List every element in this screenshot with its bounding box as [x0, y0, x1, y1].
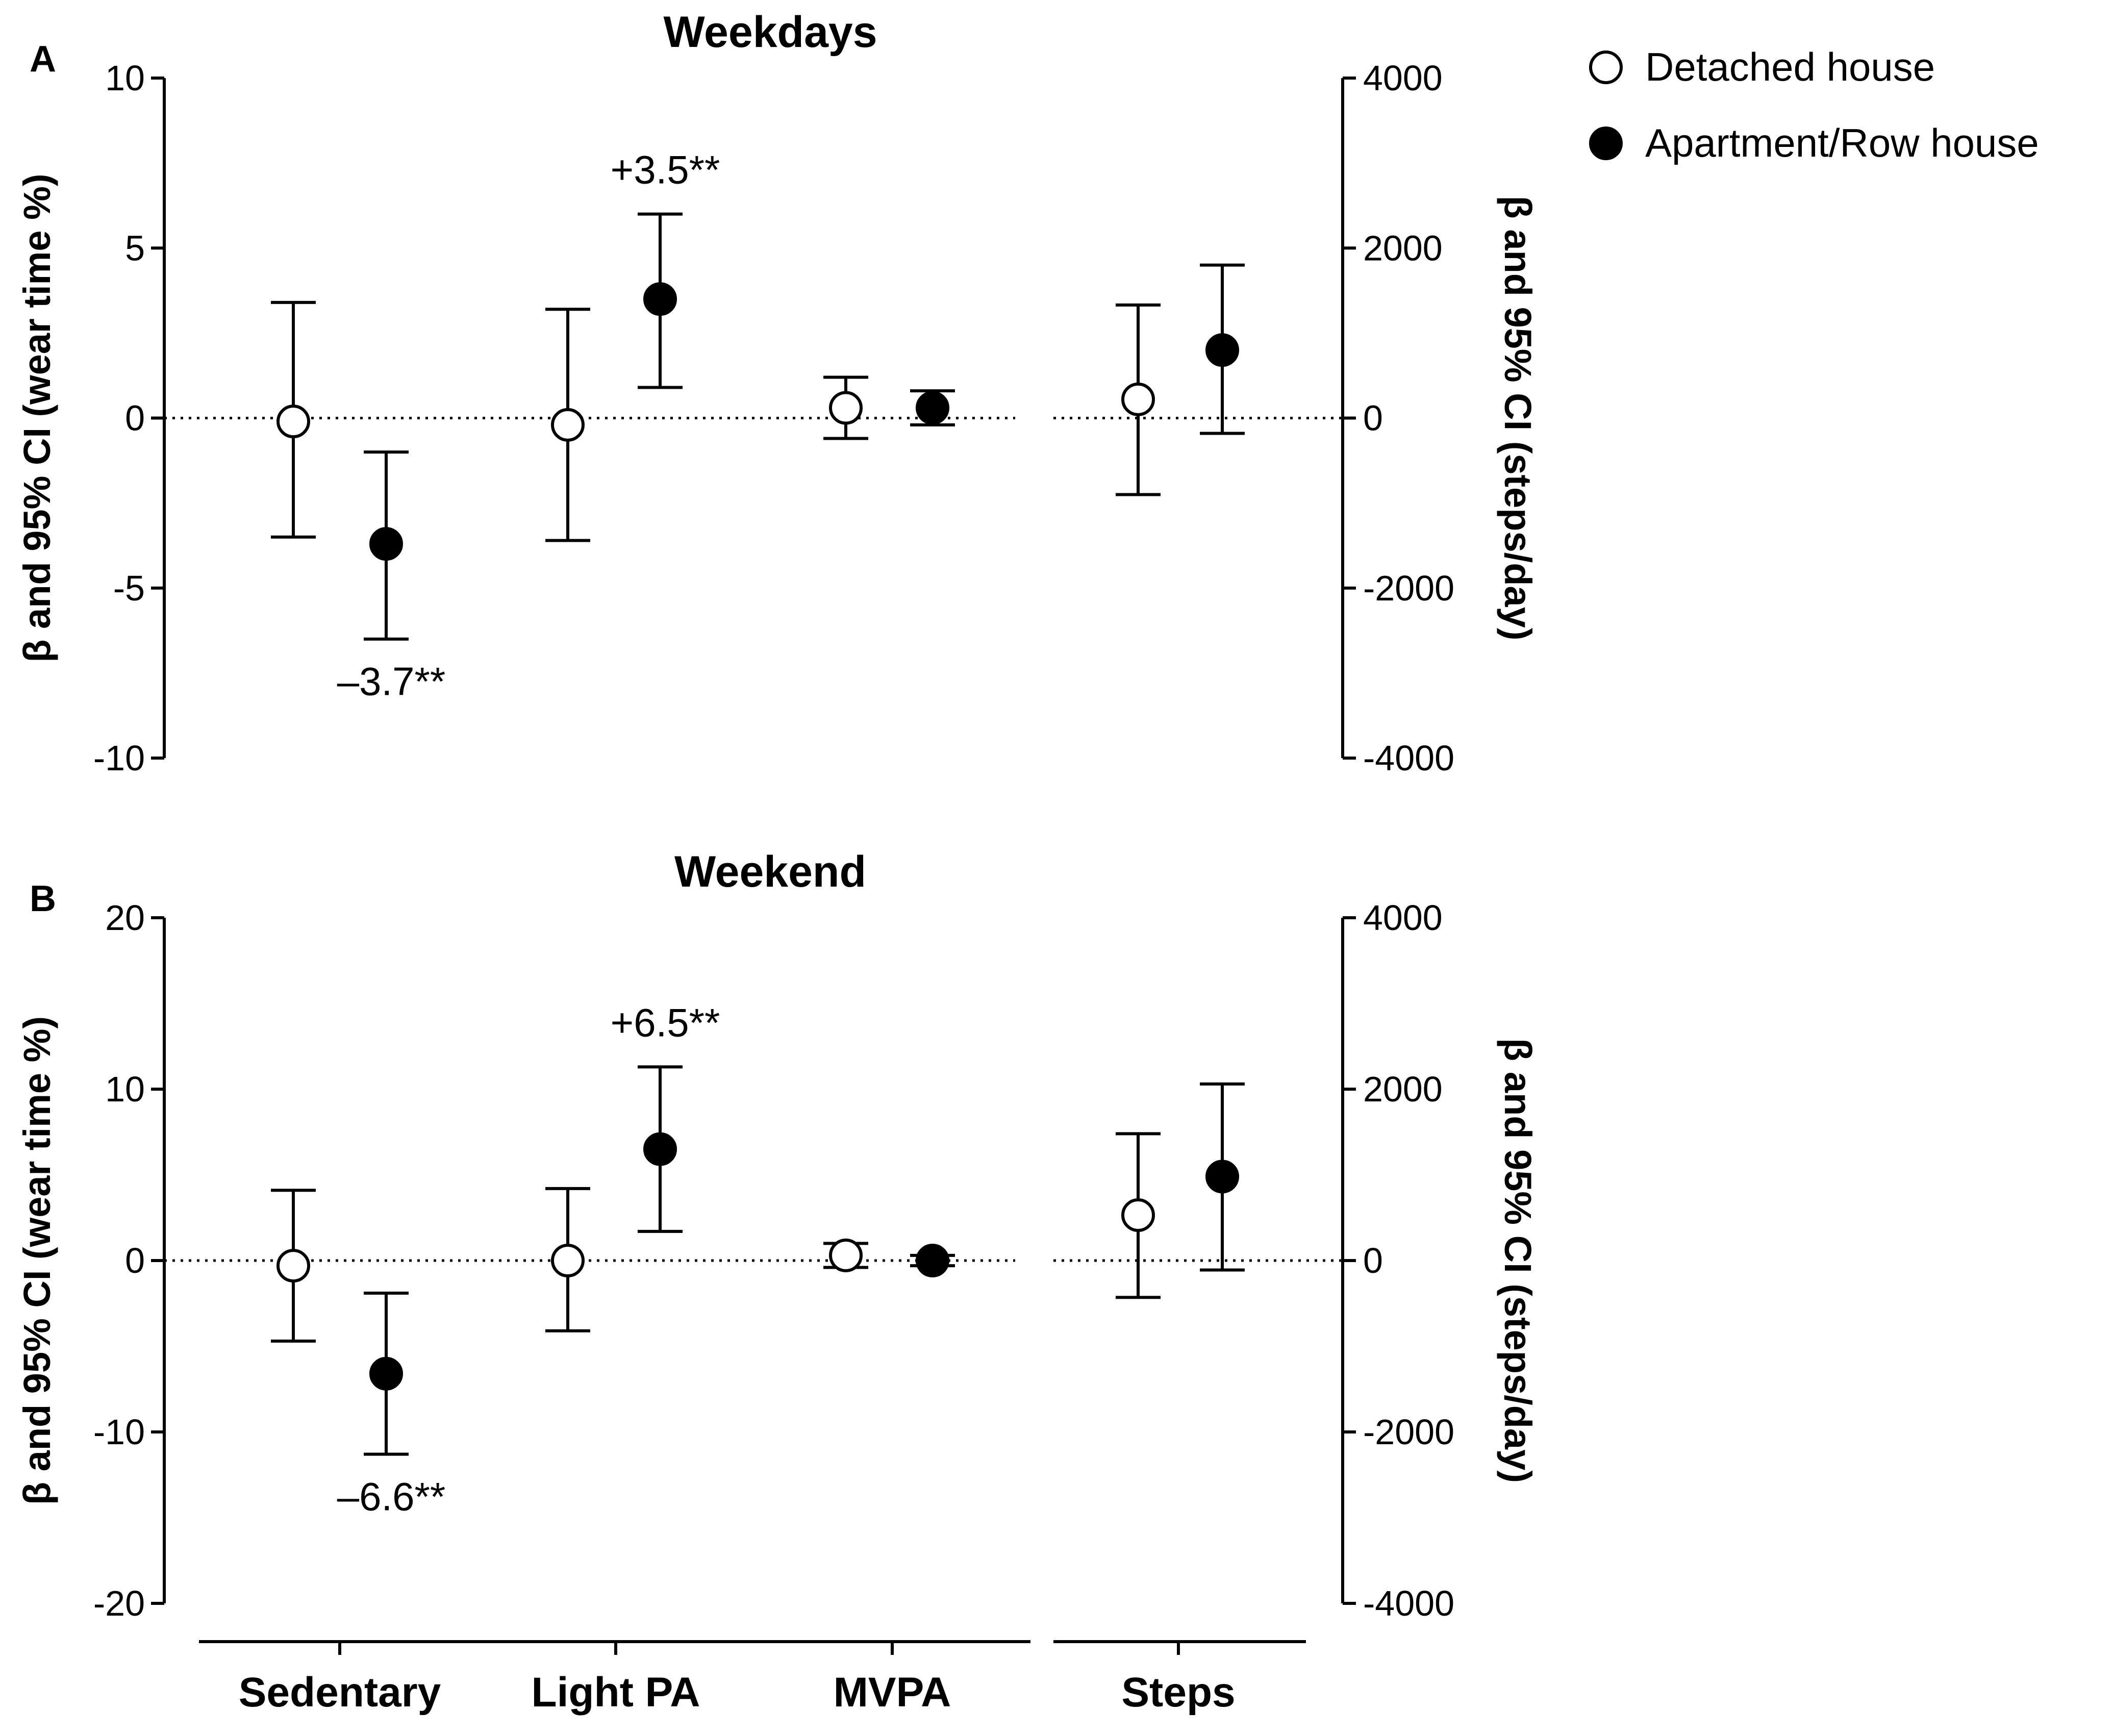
right-y-tick-label: 0 — [1363, 1241, 1383, 1280]
left-y-axis-title: β and 95% CI (wear time %) — [16, 173, 58, 662]
point-detached-steps — [1121, 382, 1155, 416]
right-y-tick-label: 4000 — [1363, 58, 1443, 98]
point-apartment-sedentary — [369, 527, 403, 561]
point-apartment-light-pa — [643, 1132, 677, 1166]
left-y-tick-label: -10 — [93, 738, 145, 778]
x-category-label: Steps — [1121, 1669, 1235, 1716]
left-y-tick-label: 0 — [125, 1241, 145, 1280]
right-y-axis-title: β and 95% CI (steps/day) — [1497, 1038, 1539, 1483]
point-apartment-mvpa — [916, 1244, 949, 1277]
significance-annotation: +3.5** — [611, 147, 720, 192]
legend-label-1: Apartment/Row house — [1645, 120, 2039, 165]
legend-open-circle-marker — [1589, 51, 1623, 84]
left-y-axis-title: β and 95% CI (wear time %) — [16, 1016, 58, 1505]
left-y-tick-label: 0 — [125, 398, 145, 438]
legend-label-0: Detached house — [1645, 44, 1935, 89]
right-y-axis-title: β and 95% CI (steps/day) — [1497, 196, 1539, 641]
significance-annotation: +6.5** — [611, 1000, 720, 1045]
point-detached-mvpa — [829, 1238, 863, 1272]
x-category-label: Light PA — [532, 1669, 700, 1716]
right-y-tick-label: 4000 — [1363, 898, 1443, 938]
left-y-tick-label: -10 — [93, 1412, 145, 1452]
left-y-tick-label: 10 — [105, 58, 145, 98]
left-y-tick-label: 20 — [105, 898, 145, 938]
right-y-tick-label: 2000 — [1363, 228, 1443, 268]
point-apartment-sedentary — [369, 1356, 403, 1391]
shared-x-axis: Sedentary Light PA MVPA Steps — [199, 1640, 1306, 1716]
right-y-tick-label: -4000 — [1363, 738, 1454, 778]
panel-title: Weekend — [674, 847, 866, 896]
point-detached-sedentary — [276, 405, 310, 439]
legend: Detached house Apartment/Row house — [1589, 44, 2039, 165]
panel-b-weekend: B Weekend 20 10 0 -10 -20 β and 95% CI (wear ti… — [16, 847, 1539, 1623]
point-detached-light-pa — [551, 408, 585, 442]
significance-annotation: –3.7** — [337, 659, 446, 704]
x-category-label: MVPA — [834, 1669, 951, 1716]
panel-title: Weekdays — [663, 8, 877, 57]
panel-a-weekdays: A Weekdays 10 5 0 -5 -10 β and 95% CI (wear tim… — [16, 8, 1539, 778]
left-y-tick-label: 10 — [105, 1069, 145, 1109]
point-detached-sedentary — [276, 1249, 310, 1283]
panel-letter: B — [30, 878, 56, 919]
left-y-tick-label: -5 — [113, 568, 145, 608]
point-detached-steps — [1121, 1198, 1155, 1232]
right-y-tick-label: -4000 — [1363, 1583, 1454, 1623]
point-apartment-light-pa — [643, 282, 677, 316]
right-y-tick-label: -2000 — [1363, 1412, 1454, 1452]
significance-annotation: –6.6** — [337, 1474, 446, 1519]
right-y-tick-label: 2000 — [1363, 1069, 1443, 1109]
point-apartment-mvpa — [916, 391, 949, 425]
panel-letter: A — [30, 39, 56, 80]
legend-filled-circle-marker — [1589, 127, 1623, 160]
x-category-label: Sedentary — [239, 1669, 441, 1716]
left-y-tick-label: 5 — [125, 228, 145, 268]
right-y-tick-label: -2000 — [1363, 568, 1454, 608]
point-detached-light-pa — [551, 1244, 585, 1277]
right-y-tick-label: 0 — [1363, 398, 1383, 438]
left-y-tick-label: -20 — [93, 1583, 145, 1623]
point-apartment-steps — [1205, 333, 1239, 367]
point-detached-mvpa — [829, 391, 863, 425]
point-apartment-steps — [1205, 1160, 1239, 1194]
